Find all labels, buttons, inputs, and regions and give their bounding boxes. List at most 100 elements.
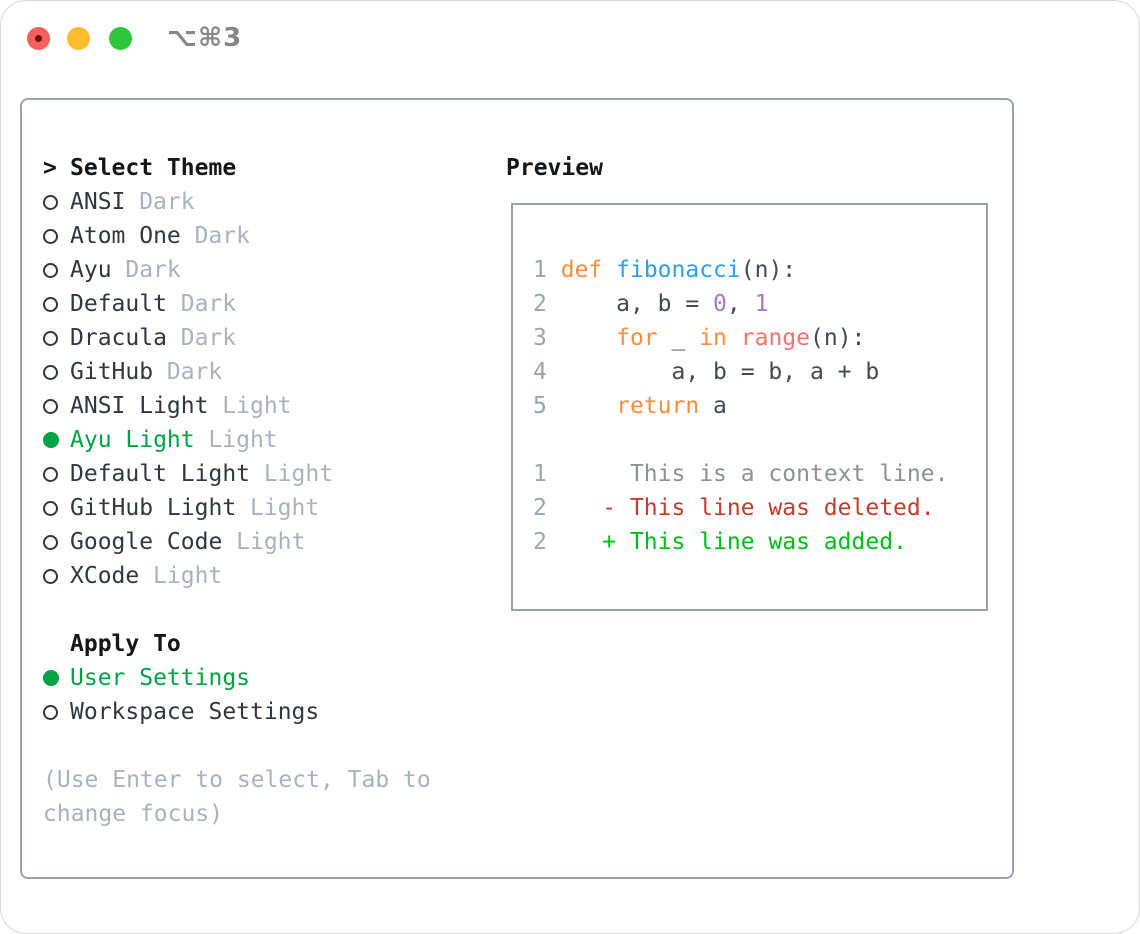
option-label[interactable]: Workspace Settings [70,699,320,725]
theme-option-github-light[interactable]: GitHub Light Light [43,491,493,525]
radio-icon[interactable] [43,253,70,287]
option-variant-label: Light [249,495,320,521]
code-token [547,495,602,521]
code-token [547,291,616,317]
radio-selected-icon[interactable] [43,661,70,695]
option-variant-label: Light [153,563,223,589]
prompt-marker: > [43,151,70,185]
prompt-icon: > [43,155,57,181]
radio-icon[interactable] [43,364,58,380]
theme-list-column: > Select Theme ANSI Dark Atom One Dark Ayu Da… [43,151,493,831]
code-token: 5 [533,393,547,419]
code-token: range [740,325,811,351]
radio-icon[interactable] [43,389,70,423]
option-label[interactable]: Default [70,291,167,317]
radio-icon[interactable] [43,466,58,482]
code-token: 2 [533,495,547,521]
radio-icon[interactable] [43,559,70,593]
radio-icon[interactable] [43,704,58,720]
theme-option-ayu[interactable]: Ayu Dark [43,253,493,287]
option-label[interactable]: Default Light [70,461,251,487]
radio-icon[interactable] [43,568,58,584]
code-token: _ [657,325,700,351]
radio-selected-icon[interactable] [43,423,70,457]
code-token [547,461,630,487]
option-variant-label: Dark [180,325,237,351]
select-theme-header: > Select Theme [43,151,493,185]
theme-option-ansi-light[interactable]: ANSI Light Light [43,389,493,423]
radio-selected-icon[interactable] [43,670,59,686]
radio-icon[interactable] [43,185,70,219]
code-line: 5 return a [533,389,986,423]
radio-icon[interactable] [43,500,58,516]
option-variant-label: Dark [180,291,237,317]
option-variant-label: Light [208,427,278,453]
theme-option-dracula[interactable]: Dracula Dark [43,321,493,355]
radio-icon[interactable] [43,398,58,414]
option-label[interactable]: Google Code [70,529,223,555]
theme-option-ayu-light[interactable]: Ayu Light Light [43,423,493,457]
theme-option-github[interactable]: GitHub Dark [43,355,493,389]
window-shortcut-label: ⌥⌘3 [167,23,243,53]
theme-option-default[interactable]: Default Dark [43,287,493,321]
code-token: , [726,291,755,317]
apply-option-user-settings[interactable]: User Settings [43,661,493,695]
option-label[interactable]: ANSI [70,189,126,215]
radio-icon[interactable] [43,219,70,253]
radio-icon[interactable] [43,194,58,210]
code-line: 2 - This line was deleted. [533,491,986,525]
code-token: 4 [533,359,547,385]
apply-to-indent [43,627,70,661]
radio-icon[interactable] [43,321,70,355]
radio-icon[interactable] [43,228,58,244]
code-line: 2 a, b = 0, 1 [533,287,986,321]
option-label[interactable]: Atom One [70,223,181,249]
theme-option-ansi[interactable]: ANSI Dark [43,185,493,219]
radio-icon[interactable] [43,296,58,312]
option-label[interactable]: GitHub Light [70,495,237,521]
radio-selected-icon[interactable] [43,432,59,448]
code-token: 2 [533,291,547,317]
option-variant-label: Light [236,529,306,555]
radio-icon[interactable] [43,525,70,559]
code-token [547,529,602,555]
theme-option-atom-one[interactable]: Atom One Dark [43,219,493,253]
minimize-button[interactable] [67,27,90,50]
code-token: 2 [533,529,547,555]
code-token: a, b = [616,291,714,317]
option-variant-label: Dark [139,189,195,215]
apply-option-workspace-settings[interactable]: Workspace Settings [43,695,493,729]
radio-icon[interactable] [43,287,70,321]
option-label[interactable]: Dracula [70,325,167,351]
code-token [547,393,616,419]
radio-icon[interactable] [43,534,58,550]
option-variant-label: Dark [194,223,250,249]
option-label[interactable]: GitHub [70,359,154,385]
blank-line [533,423,986,457]
zoom-button[interactable] [109,27,132,50]
spacer [43,729,493,763]
radio-icon[interactable] [43,262,58,278]
option-label[interactable]: XCode [70,563,140,589]
close-button[interactable] [27,27,50,50]
option-label[interactable]: User Settings [70,665,251,691]
option-label[interactable]: ANSI Light [70,393,209,419]
select-theme-title: Select Theme [70,155,237,181]
code-line: 1 This is a context line. [533,457,986,491]
theme-option-xcode[interactable]: XCode Light [43,559,493,593]
code-line: 2 + This line was added. [533,525,986,559]
radio-icon[interactable] [43,491,70,525]
option-label[interactable]: Ayu [70,257,112,283]
code-token [547,257,561,283]
radio-icon[interactable] [43,695,70,729]
radio-icon[interactable] [43,330,58,346]
theme-option-google-code[interactable]: Google Code Light [43,525,493,559]
code-token: def [560,257,603,283]
theme-option-default-light[interactable]: Default Light Light [43,457,493,491]
apply-to-header: Apply To [43,627,493,661]
radio-icon[interactable] [43,457,70,491]
option-label[interactable]: Ayu Light [70,427,195,453]
code-token: - This line was deleted. [602,495,935,521]
radio-icon[interactable] [43,355,70,389]
